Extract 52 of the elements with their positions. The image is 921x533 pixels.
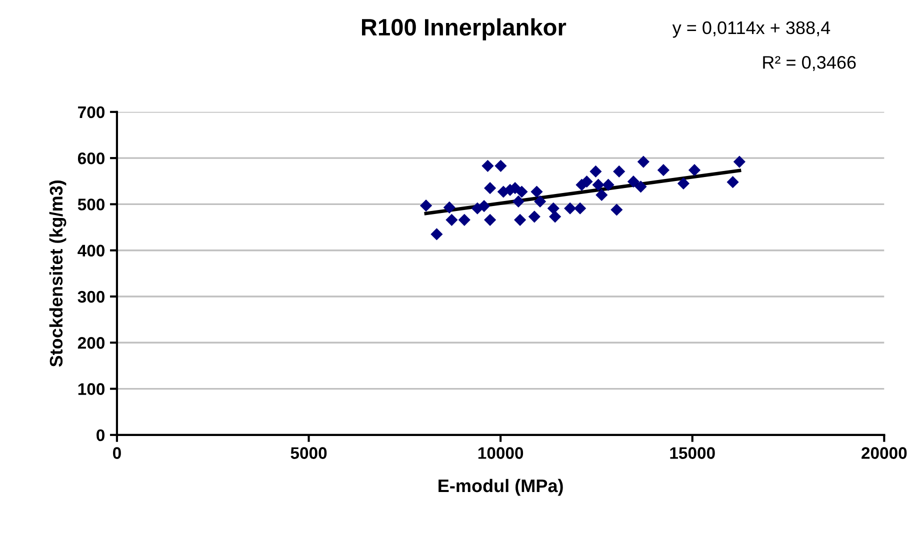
point: [549, 210, 562, 223]
point: [688, 164, 701, 176]
y-tick-label: 0: [96, 429, 104, 442]
point: [627, 176, 640, 188]
point: [634, 180, 647, 193]
point: [564, 202, 576, 214]
x-tick-label: 15000: [670, 447, 715, 459]
point: [458, 214, 470, 226]
point: [443, 201, 456, 214]
y-tick-label: 500: [78, 198, 104, 210]
y-tick-label: 600: [78, 152, 104, 164]
point: [516, 186, 528, 198]
point: [494, 160, 507, 172]
point: [482, 160, 494, 172]
point: [547, 202, 560, 214]
point: [610, 204, 623, 216]
point: [602, 178, 614, 191]
point: [514, 214, 526, 226]
x-axis-title: E-modul (MPa): [438, 478, 563, 496]
point: [534, 195, 546, 208]
point: [677, 177, 690, 190]
point: [420, 200, 432, 212]
x-tick-label: 10000: [478, 447, 524, 459]
text: y = 0,0114x + 388,4: [672, 21, 830, 38]
x-tick-label: 20000: [862, 447, 907, 459]
point: [478, 200, 490, 212]
point: [484, 182, 496, 194]
y-tick-label: 200: [78, 337, 104, 349]
point: [530, 186, 543, 198]
point: [657, 164, 670, 176]
x-tick-label: 5000: [290, 447, 327, 459]
point: [590, 165, 602, 178]
y-tick-label: 700: [78, 106, 104, 118]
point: [446, 214, 458, 226]
point: [613, 165, 626, 178]
point: [430, 228, 443, 240]
chart-title: R100 Innerplankor: [362, 18, 566, 40]
y-tick-label: 100: [78, 383, 104, 395]
text: R² = 0,3466: [763, 56, 856, 71]
point: [528, 210, 540, 223]
point: [592, 178, 604, 191]
point: [512, 195, 524, 208]
point: [733, 156, 746, 168]
point: [596, 188, 608, 202]
y-axis-title: Stockdensitet (kg/m3): [49, 180, 66, 367]
x-tick-label: 0: [112, 447, 121, 459]
y-tick-label: 300: [78, 290, 104, 303]
point: [637, 156, 650, 168]
point: [484, 214, 496, 226]
point: [726, 176, 739, 188]
point: [574, 202, 586, 214]
y-tick-label: 400: [78, 244, 104, 257]
